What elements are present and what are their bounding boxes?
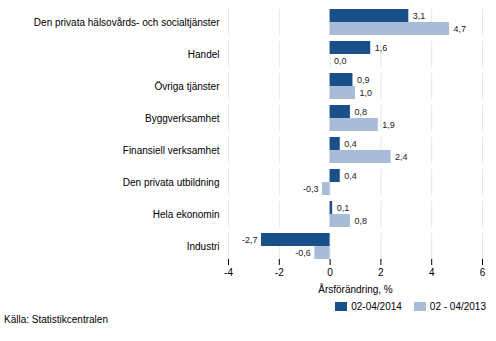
svg-text:-0,6: -0,6 xyxy=(295,248,311,258)
svg-text:-0,3: -0,3 xyxy=(303,184,319,194)
svg-text:Handel: Handel xyxy=(188,49,220,60)
svg-text:0,8: 0,8 xyxy=(354,216,367,226)
svg-text:0,4: 0,4 xyxy=(344,171,357,181)
svg-text:-4: -4 xyxy=(224,267,233,278)
svg-text:Industri: Industri xyxy=(187,241,220,252)
svg-text:Övriga tjänster: Övriga tjänster xyxy=(154,81,220,92)
svg-text:4,7: 4,7 xyxy=(453,24,466,34)
svg-text:2,4: 2,4 xyxy=(395,152,408,162)
svg-text:Årsförändring, %: Årsförändring, % xyxy=(318,283,393,295)
html-text:02-04/2014: 02-04/2014 xyxy=(351,301,402,312)
svg-text:0,1: 0,1 xyxy=(337,203,350,213)
svg-text:1,0: 1,0 xyxy=(360,88,373,98)
html-text:02 - 04/2013: 02 - 04/2013 xyxy=(429,301,486,312)
svg-text:4: 4 xyxy=(429,267,435,278)
svg-text:-2: -2 xyxy=(275,267,284,278)
svg-text:3,1: 3,1 xyxy=(413,11,426,21)
svg-text:0,4: 0,4 xyxy=(344,139,357,149)
svg-text:1,6: 1,6 xyxy=(375,43,388,53)
svg-text:Finansiell verksamhet: Finansiell verksamhet xyxy=(123,145,220,156)
svg-text:Den privata utbildning: Den privata utbildning xyxy=(123,177,220,188)
svg-text:Den privata hälsovårds- och so: Den privata hälsovårds- och socialtjänst… xyxy=(34,17,220,28)
svg-text:-2,7: -2,7 xyxy=(242,235,258,245)
html-text:Källa: Statistikcentralen: Källa: Statistikcentralen xyxy=(4,314,108,325)
svg-text:0: 0 xyxy=(327,267,333,278)
svg-text:Hela ekonomin: Hela ekonomin xyxy=(153,209,220,220)
svg-text:1,9: 1,9 xyxy=(382,120,395,130)
svg-text:6: 6 xyxy=(480,267,486,278)
svg-text:0,8: 0,8 xyxy=(354,107,367,117)
svg-text:0,0: 0,0 xyxy=(334,56,347,66)
svg-text:2: 2 xyxy=(378,267,384,278)
svg-text:Byggverksamhet: Byggverksamhet xyxy=(145,113,220,124)
svg-text:0,9: 0,9 xyxy=(357,75,370,85)
